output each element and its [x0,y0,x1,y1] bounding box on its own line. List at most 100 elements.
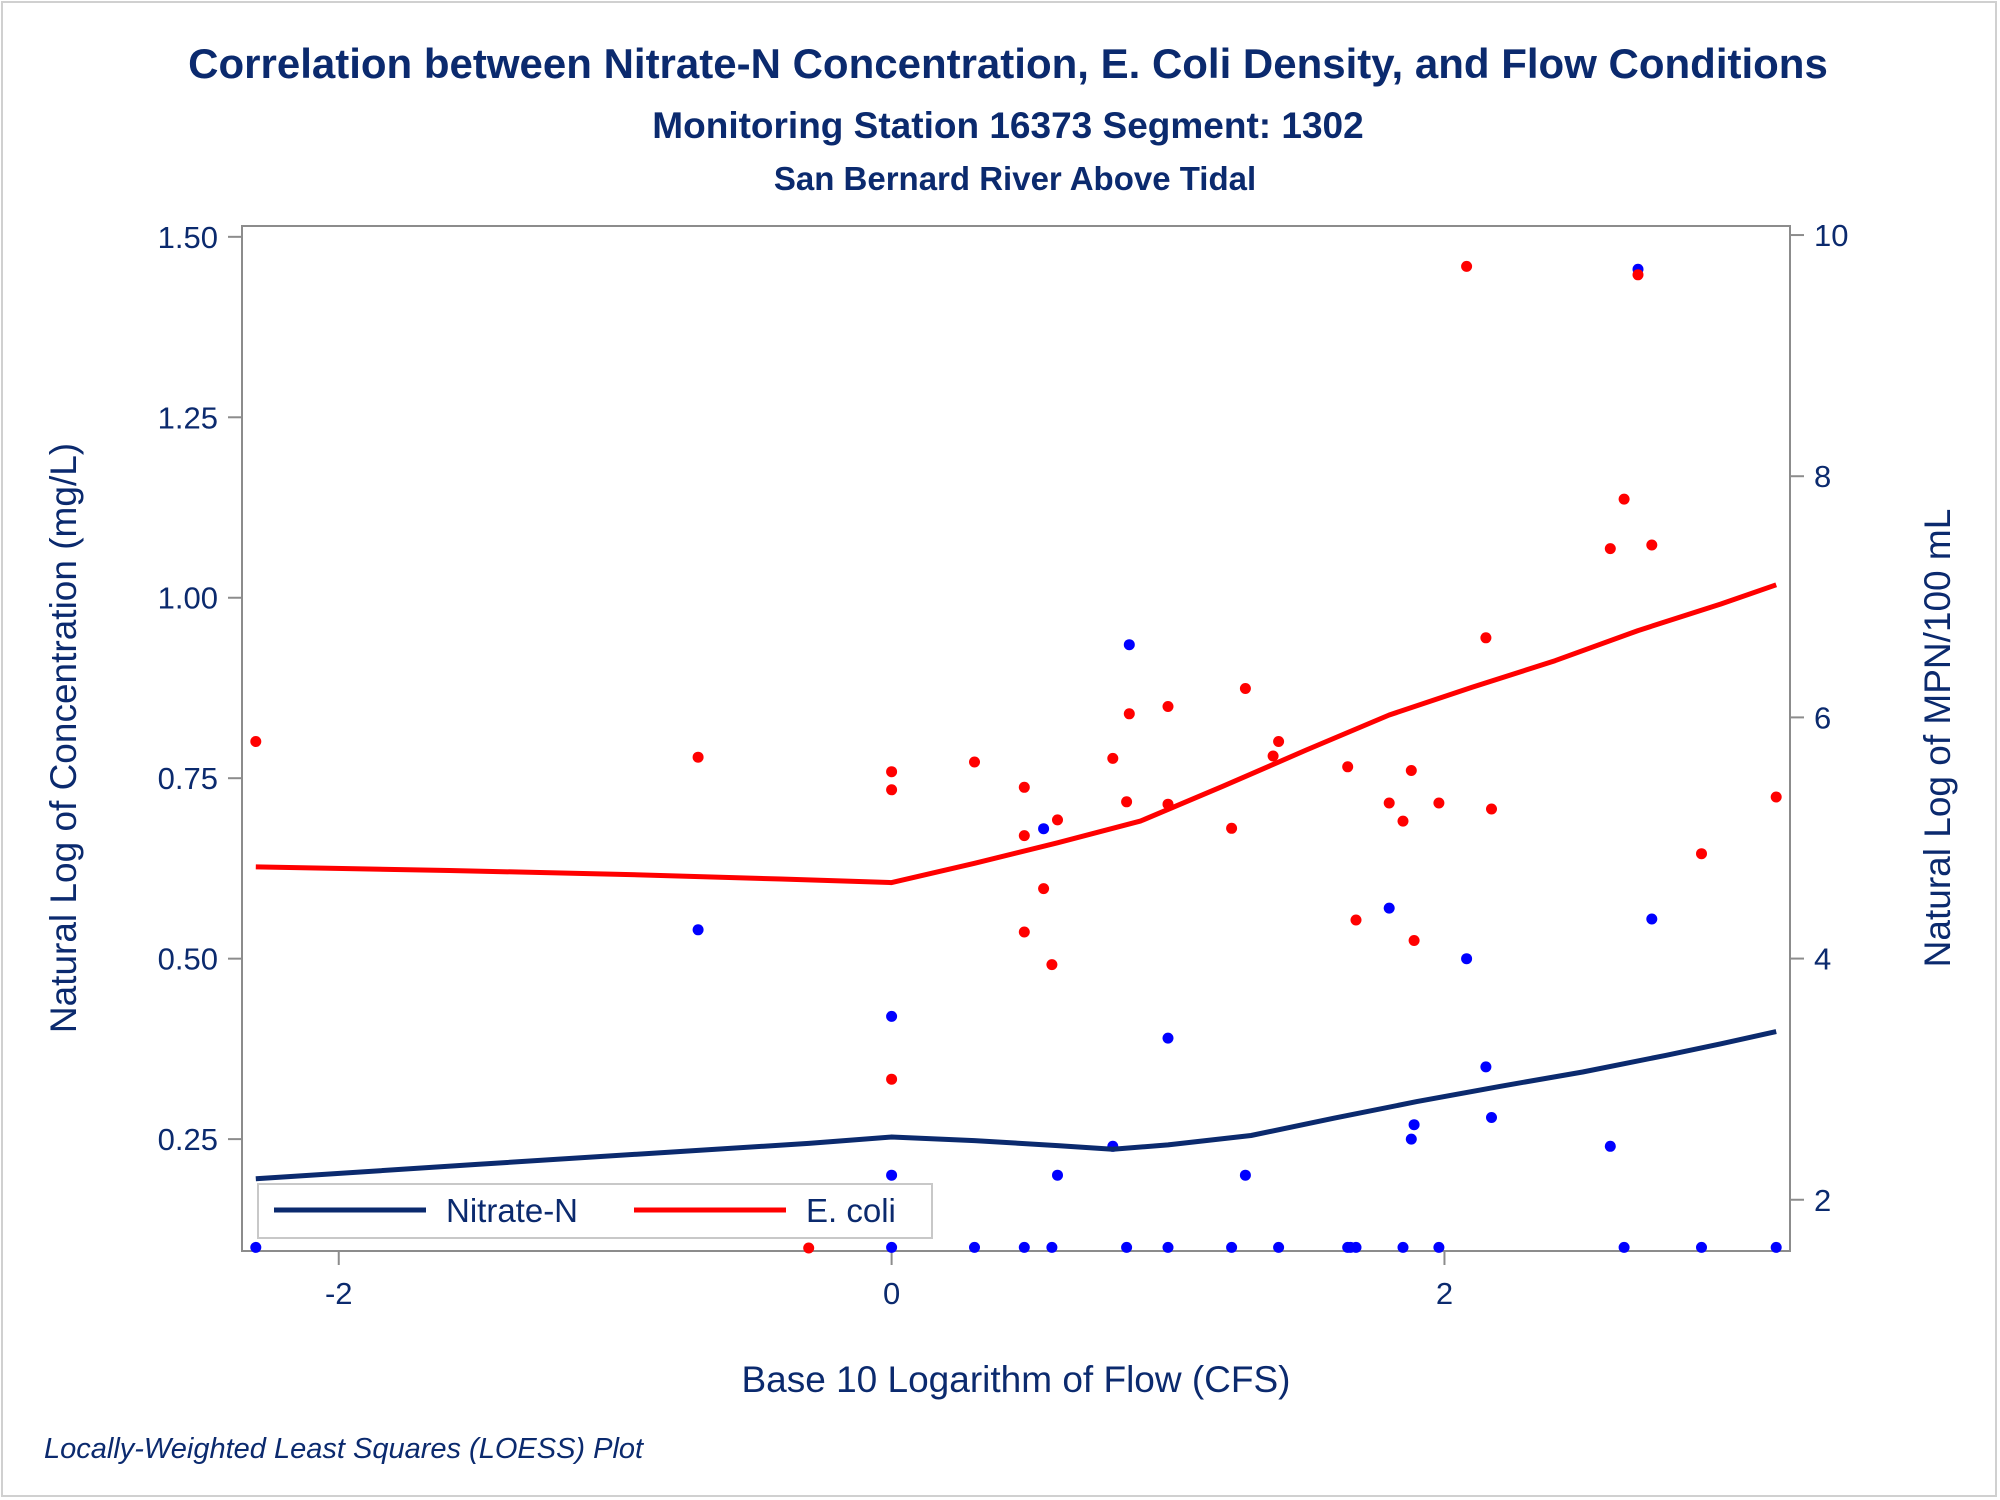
y-axis-left-label: Natural Log of Concentration (mg/L) [43,443,84,1033]
nitrate-point [886,1241,898,1253]
ecoli-point [1267,750,1279,762]
nitrate-point [1038,823,1050,835]
y-axis-left: 0.25 0.50 0.75 1.00 1.25 1.50 [158,220,242,1157]
x-axis-label: Base 10 Logarithm of Flow (CFS) [741,1359,1290,1400]
y-right-tick-label: 4 [1814,942,1831,977]
ecoli-point [1018,926,1030,938]
nitrate-point [1770,1241,1782,1253]
nitrate-loess-line [255,1029,1777,1182]
nitrate-point [1433,1241,1445,1253]
x-axis: -2 0 2 [325,1251,1453,1311]
nitrate-point [1696,1241,1707,1253]
nitrate-point [1046,1241,1058,1253]
nitrate-point [1461,953,1473,965]
nitrate-point [886,1010,898,1022]
nitrate-point [1273,1241,1285,1253]
ecoli-point [886,1073,898,1085]
nitrate-point [1405,1133,1417,1145]
nitrate-point [1646,913,1658,925]
ecoli-point [1397,815,1409,827]
ecoli-point [1018,781,1030,793]
ecoli-point [1405,765,1417,776]
plot-area [241,225,1791,1252]
ecoli-point [1342,761,1354,773]
x-tick-label: 0 [883,1276,900,1311]
ecoli-point [1226,822,1238,834]
ecoli-point [1107,752,1119,764]
y-right-tick-label: 8 [1814,459,1831,494]
ecoli-point [1646,539,1658,551]
ecoli-point [1618,493,1630,505]
chart-subtitle: Monitoring Station 16373 Segment: 1302 [652,105,1363,146]
nitrate-point [1408,1119,1420,1131]
nitrate-point [1383,902,1395,914]
y-right-tick-label: 2 [1814,1183,1831,1218]
y-left-tick-label: 0.50 [158,942,218,977]
ecoli-point [1018,830,1030,842]
nitrate-point [1018,1241,1030,1253]
ecoli-point [1239,683,1251,694]
ecoli-point [692,751,704,763]
ecoli-point [1383,797,1395,809]
points-layer [250,260,1782,1254]
ecoli-point [250,736,262,747]
nitrate-point [1604,1140,1616,1152]
ecoli-point [1632,269,1644,281]
loess-lines-layer [255,582,1778,1182]
ecoli-point [886,766,898,778]
y-left-tick-label: 1.25 [158,400,218,435]
x-tick-label: -2 [325,1276,353,1311]
nitrate-point [1123,639,1135,651]
y-left-tick-label: 0.75 [158,761,218,796]
y-right-tick-label: 10 [1814,218,1848,253]
nitrate-point [1162,1032,1174,1044]
ecoli-point [1486,803,1497,815]
chart-title: Correlation between Nitrate-N Concentrat… [188,40,1828,87]
nitrate-point [1618,1241,1630,1253]
nitrate-point [1162,1241,1174,1253]
nitrate-point [1239,1169,1251,1181]
y-axis-right: 2 4 6 8 10 [1790,218,1848,1218]
y-left-tick-label: 1.50 [158,220,218,255]
ecoli-point [1046,959,1058,971]
ecoli-point [1038,883,1050,895]
y-axis-right-label: Natural Log of MPN/100 mL [1917,509,1958,968]
y-right-tick-label: 6 [1814,700,1831,735]
ecoli-loess-line [255,582,1778,886]
ecoli-point [1123,708,1135,720]
ecoli-point [1461,260,1473,272]
ecoli-point [1696,848,1707,860]
ecoli-point [1604,543,1616,555]
legend: Nitrate-N E. coli [257,1183,933,1239]
ecoli-point [1121,796,1133,808]
nitrate-point [1226,1241,1238,1253]
legend-ecoli-label: E. coli [806,1192,896,1229]
nitrate-point [1350,1241,1362,1253]
nitrate-point [1121,1241,1133,1253]
ecoli-point [969,756,980,768]
chart-subtitle-location: San Bernard River Above Tidal [774,160,1256,197]
ecoli-point [1770,791,1782,803]
nitrate-point [969,1241,980,1253]
ecoli-point [1433,797,1445,809]
nitrate-point [1480,1061,1492,1073]
ecoli-point [1480,632,1492,644]
footnote: Locally-Weighted Least Squares (LOESS) P… [44,1433,645,1465]
ecoli-point [1350,914,1362,926]
y-left-tick-label: 1.00 [158,581,218,616]
ecoli-point [1408,935,1420,946]
nitrate-point [1486,1112,1497,1123]
ecoli-point [1052,814,1063,826]
ecoli-point [1162,701,1174,712]
ecoli-point [803,1242,815,1254]
nitrate-point [1052,1169,1063,1181]
nitrate-point [250,1241,262,1253]
ecoli-point [1273,736,1285,747]
nitrate-point [1397,1241,1409,1253]
y-left-tick-label: 0.25 [158,1122,218,1157]
x-tick-label: 2 [1436,1276,1453,1311]
ecoli-point [886,784,898,796]
nitrate-point [886,1169,898,1181]
legend-nitrate-label: Nitrate-N [446,1192,578,1229]
